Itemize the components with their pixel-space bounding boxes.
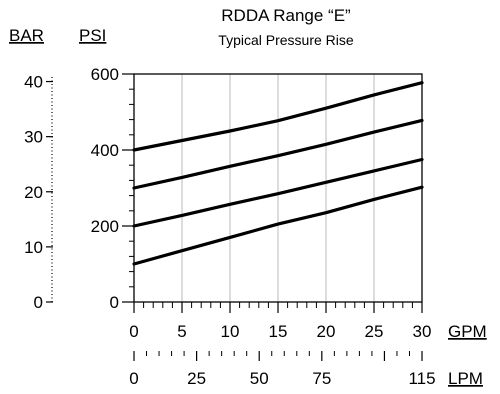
series-line-2 (132, 118, 424, 190)
gpm-tick-label: 30 (413, 322, 432, 341)
gpm-tick-label: 25 (365, 322, 384, 341)
psi-tick-label: 200 (91, 217, 119, 236)
series-line-3 (132, 157, 424, 228)
gpm-tick-label: 20 (317, 322, 336, 341)
bar-tick-label: 30 (24, 128, 43, 147)
psi-tick-label: 600 (91, 65, 119, 84)
lpm-tick-label: 50 (250, 369, 269, 388)
lpm-tick-label: 115 (408, 369, 435, 388)
gpm-tick-label: 15 (269, 322, 288, 341)
series-line-1 (132, 81, 424, 152)
series-line-4 (132, 185, 424, 266)
series-lines (132, 81, 424, 266)
bar-tick-label: 20 (24, 183, 43, 202)
gpm-tick-label: 0 (129, 322, 138, 341)
psi-unit-label: PSI (79, 26, 106, 45)
chart-title: RDDA Range “E” (221, 6, 351, 25)
bar-tick-label: 40 (24, 73, 43, 92)
gpm-tick-label: 5 (177, 322, 186, 341)
chart-subtitle: Typical Pressure Rise (218, 32, 354, 48)
bar-tick-label: 10 (24, 238, 43, 257)
gpm-tick-label: 10 (221, 322, 240, 341)
bar-unit-label: BAR (9, 26, 44, 45)
grid-lines (181, 74, 375, 302)
gpm-unit-label: GPM (448, 322, 487, 341)
lpm-tick-label: 25 (187, 369, 206, 388)
bar-tick-label: 0 (34, 293, 43, 312)
psi-tick-label: 0 (110, 293, 119, 312)
lpm-tick-label: 0 (129, 369, 138, 388)
psi-tick-label: 400 (91, 141, 119, 160)
lpm-unit-label: LPM (448, 369, 483, 388)
lpm-tick-label: 75 (312, 369, 331, 388)
